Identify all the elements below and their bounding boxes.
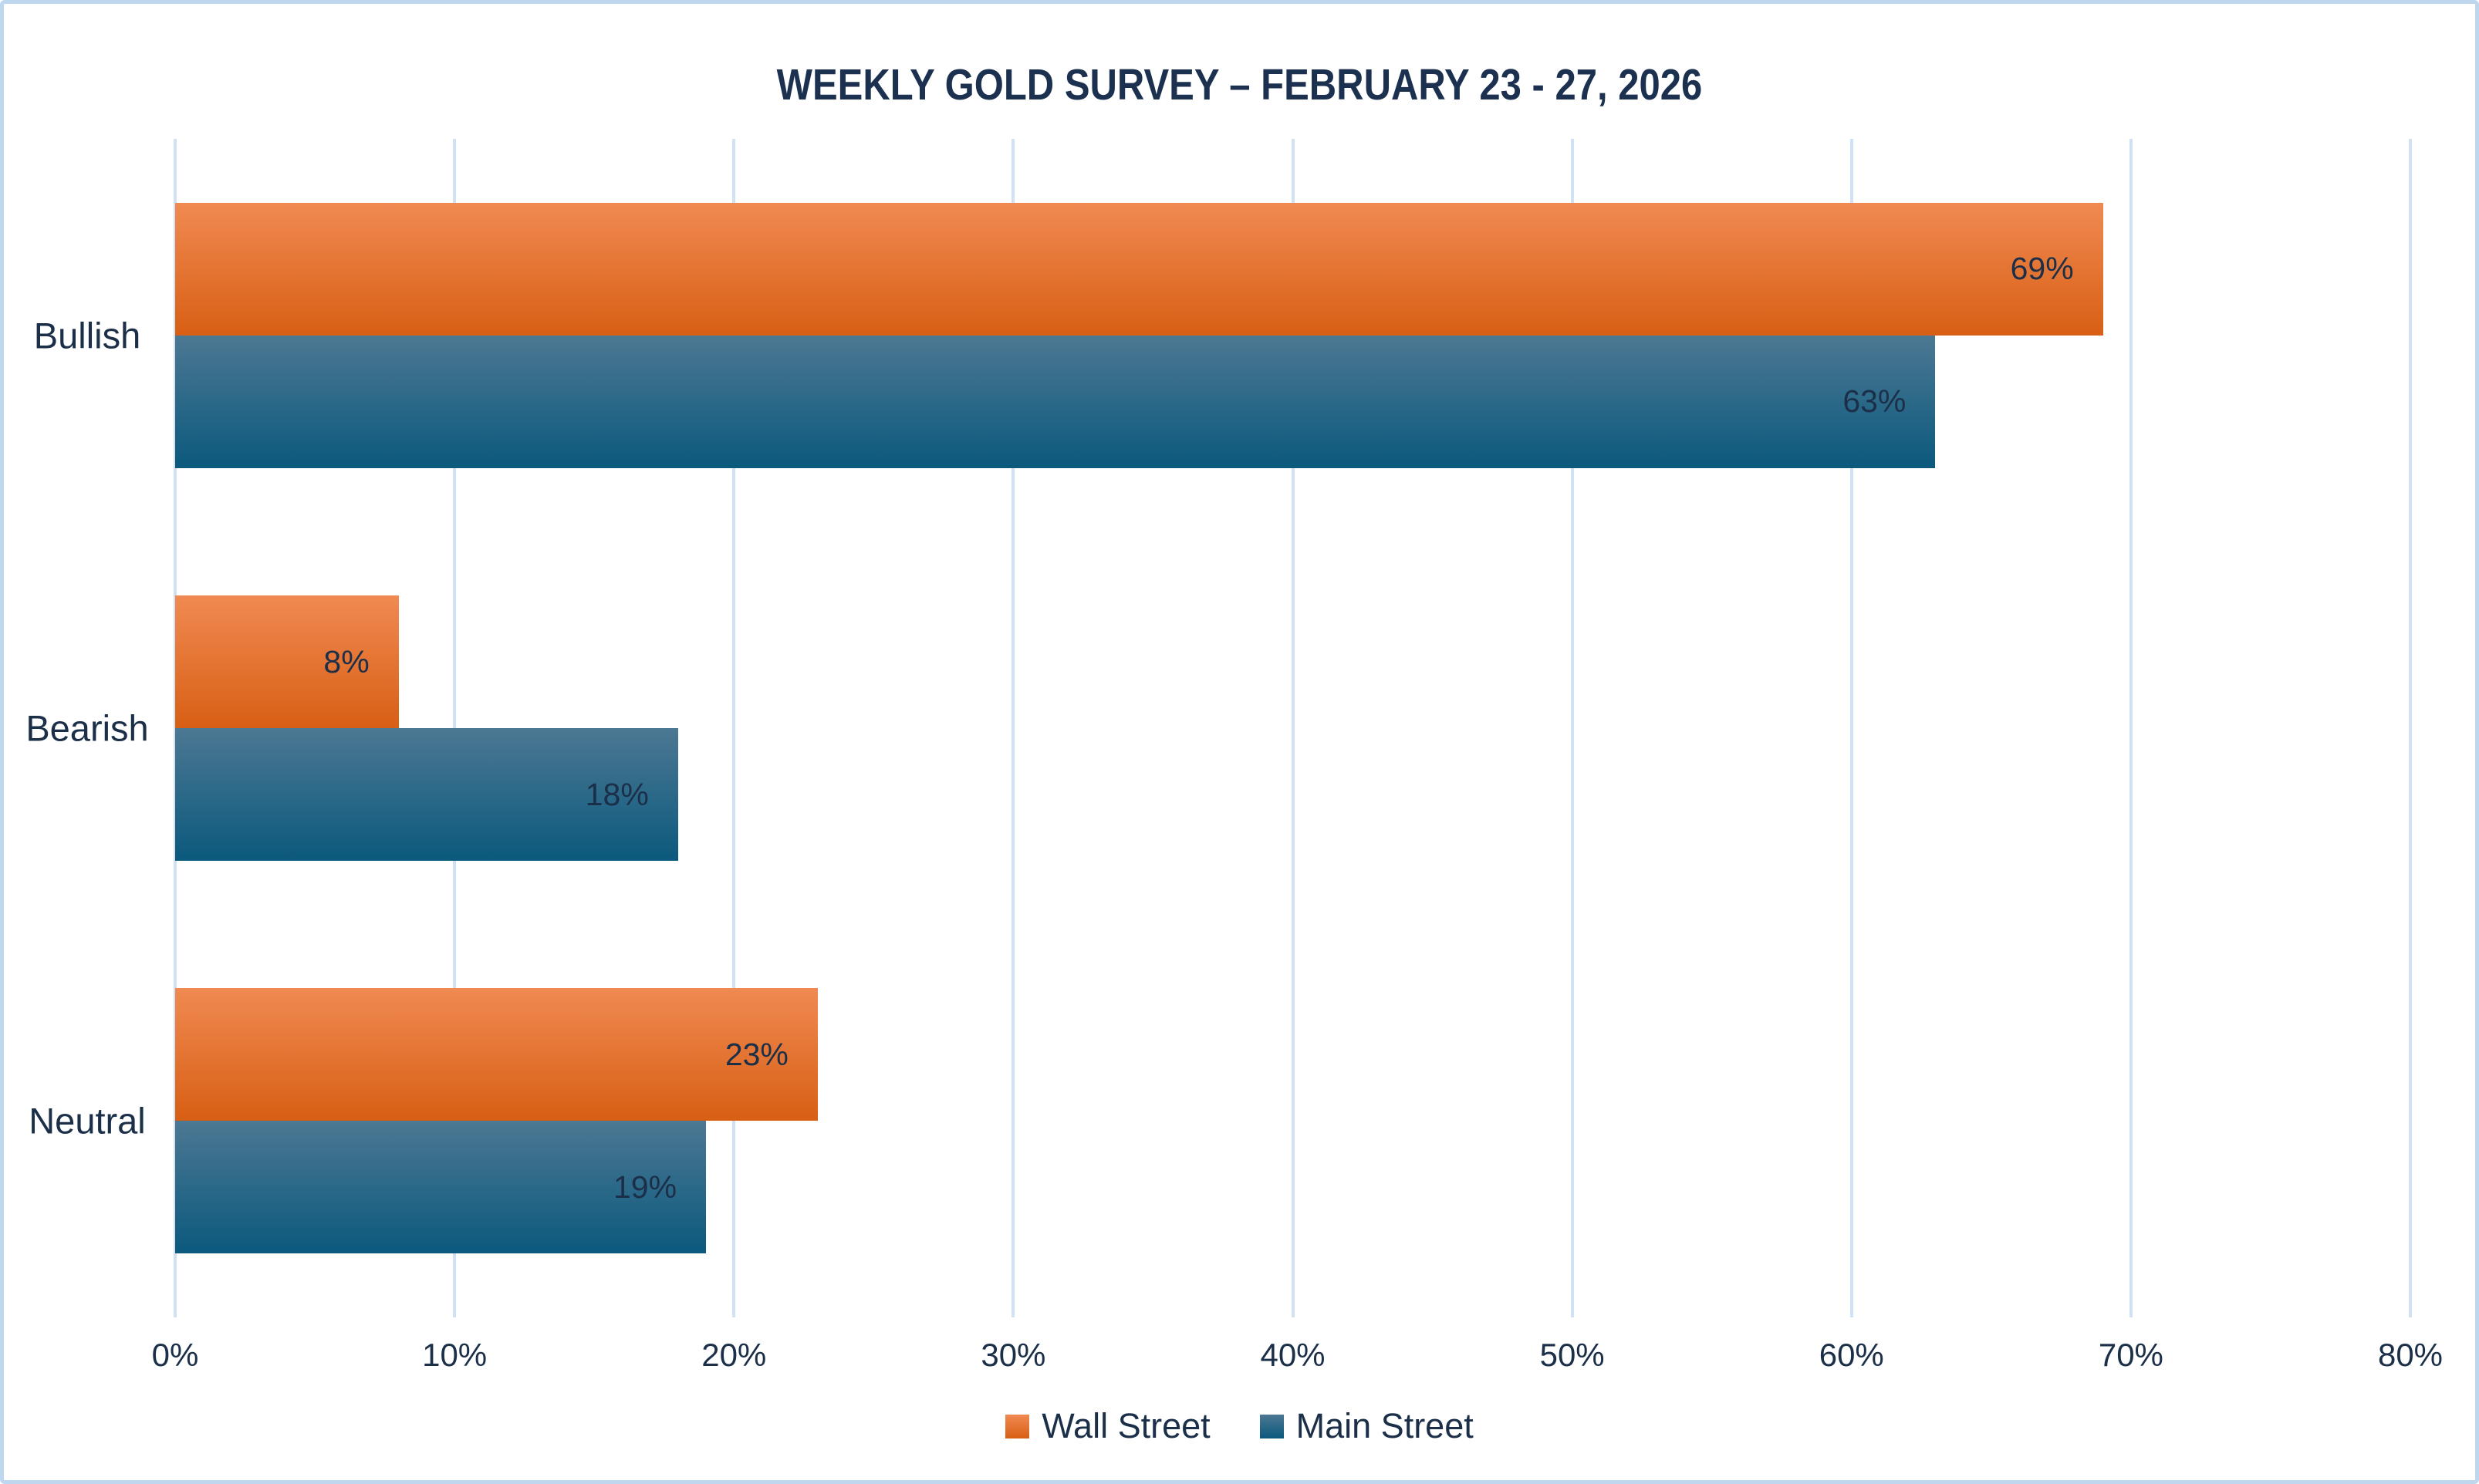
x-tick-label-0: 0% — [151, 1337, 199, 1373]
bar-value-label: 18% — [585, 776, 649, 812]
x-tick-label-70: 70% — [2098, 1337, 2163, 1373]
legend-item-main-street: Main Street — [1259, 1406, 1474, 1446]
x-tick-label-30: 30% — [981, 1337, 1046, 1373]
category-axis: Bullish Bearish Neutral — [4, 139, 171, 1317]
bar-bearish-wall-street: 8% — [175, 595, 399, 728]
x-tick-label-60: 60% — [1819, 1337, 1884, 1373]
plot-area: 69% 63% 8% 18% 23% 19% — [174, 139, 2412, 1317]
x-tick-label-10: 10% — [422, 1337, 488, 1373]
legend-swatch-icon — [1259, 1414, 1284, 1438]
x-tick-label-40: 40% — [1260, 1337, 1326, 1373]
category-label-bearish: Bearish — [25, 707, 149, 749]
gridline-60 — [1849, 139, 1853, 1317]
gridline-70 — [2129, 139, 2133, 1317]
legend-label: Wall Street — [1042, 1406, 1211, 1445]
legend: Wall Street Main Street — [4, 1406, 2475, 1446]
bar-value-label: 19% — [613, 1169, 677, 1205]
category-label-bullish: Bullish — [33, 315, 141, 356]
bar-value-label: 69% — [2010, 251, 2074, 287]
bar-neutral-main-street: 19% — [175, 1121, 707, 1254]
x-tick-label-50: 50% — [1539, 1337, 1605, 1373]
bar-neutral-wall-street: 23% — [175, 988, 818, 1121]
bar-value-label: 63% — [1842, 383, 1907, 420]
legend-item-wall-street: Wall Street — [1005, 1406, 1211, 1446]
legend-swatch-icon — [1005, 1414, 1030, 1438]
x-tick-label-80: 80% — [2377, 1337, 2444, 1373]
gridline-30 — [1012, 139, 1015, 1317]
bar-value-label: 8% — [323, 643, 370, 680]
value-axis: 0% 10% 20% 30% 40% 50% 60% 70% 80% — [152, 1337, 2443, 1383]
legend-label: Main Street — [1295, 1406, 1474, 1445]
bar-bearish-main-street: 18% — [175, 728, 678, 861]
bar-value-label: 23% — [724, 1036, 789, 1072]
bar-bullish-main-street: 63% — [175, 335, 1936, 468]
chart-title: WEEKLY GOLD SURVEY – FEBRUARY 23 - 27, 2… — [776, 60, 1703, 110]
category-label-neutral: Neutral — [29, 1100, 146, 1142]
gridline-80 — [2409, 139, 2412, 1317]
bar-bullish-wall-street: 69% — [175, 202, 2103, 336]
x-tick-label-20: 20% — [701, 1337, 767, 1373]
gridline-40 — [1291, 139, 1295, 1317]
gridline-20 — [732, 139, 736, 1317]
gridline-50 — [1570, 139, 1574, 1317]
